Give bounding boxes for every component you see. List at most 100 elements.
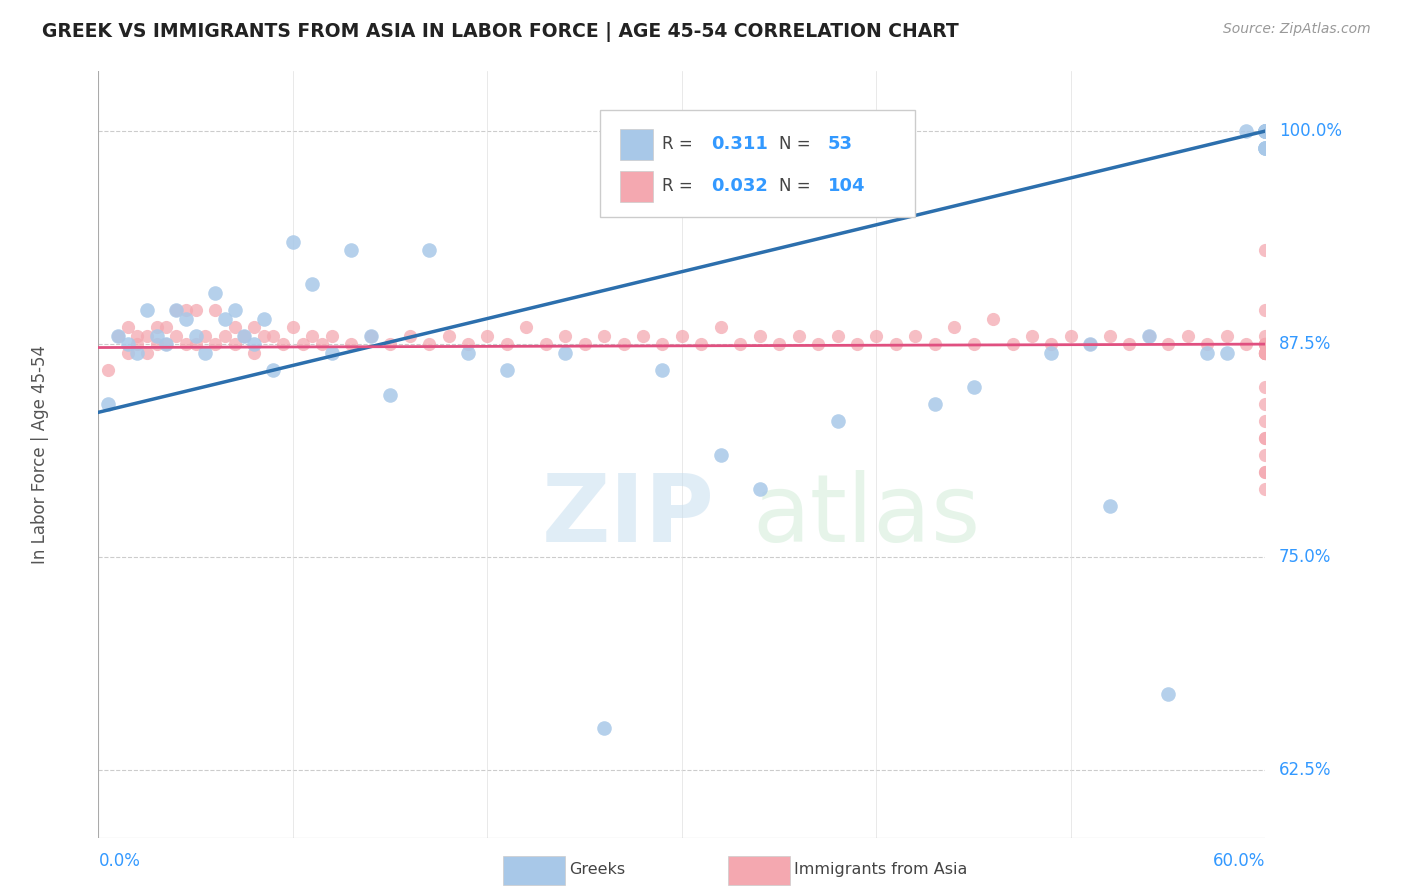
Greeks: [1157, 687, 1180, 701]
Immigrants from Asia: [321, 328, 343, 343]
Immigrants from Asia: [1254, 244, 1277, 258]
Immigrants from Asia: [165, 328, 187, 343]
Text: Source: ZipAtlas.com: Source: ZipAtlas.com: [1223, 22, 1371, 37]
Immigrants from Asia: [1254, 337, 1277, 351]
Text: R =: R =: [662, 178, 697, 195]
Immigrants from Asia: [165, 303, 187, 318]
Greeks: [748, 482, 770, 496]
Greeks: [1254, 124, 1277, 138]
Greeks: [554, 345, 576, 359]
Text: 104: 104: [828, 178, 865, 195]
Immigrants from Asia: [253, 328, 276, 343]
Immigrants from Asia: [1118, 337, 1140, 351]
Immigrants from Asia: [515, 320, 537, 334]
Greeks: [710, 448, 733, 462]
Immigrants from Asia: [827, 328, 849, 343]
Greeks: [155, 337, 177, 351]
Immigrants from Asia: [224, 337, 246, 351]
Greeks: [1195, 345, 1218, 359]
Immigrants from Asia: [1254, 414, 1277, 428]
Text: 87.5%: 87.5%: [1279, 335, 1331, 353]
Greeks: [233, 328, 256, 343]
Greeks: [136, 303, 159, 318]
Greeks: [1080, 337, 1102, 351]
Greeks: [827, 414, 849, 428]
Immigrants from Asia: [1157, 337, 1180, 351]
Immigrants from Asia: [1098, 328, 1121, 343]
Greeks: [1254, 141, 1277, 155]
Immigrants from Asia: [1254, 328, 1277, 343]
Immigrants from Asia: [730, 337, 752, 351]
Immigrants from Asia: [204, 337, 226, 351]
Immigrants from Asia: [1254, 482, 1277, 496]
Immigrants from Asia: [748, 328, 770, 343]
Immigrants from Asia: [1254, 303, 1277, 318]
Immigrants from Asia: [184, 303, 207, 318]
Immigrants from Asia: [904, 328, 927, 343]
Greeks: [97, 397, 120, 411]
Text: 75.0%: 75.0%: [1279, 549, 1331, 566]
Immigrants from Asia: [311, 337, 333, 351]
Text: N =: N =: [779, 178, 815, 195]
Immigrants from Asia: [174, 337, 197, 351]
Immigrants from Asia: [214, 328, 236, 343]
Immigrants from Asia: [1177, 328, 1199, 343]
Greeks: [1254, 141, 1277, 155]
Greeks: [107, 328, 129, 343]
Immigrants from Asia: [418, 337, 440, 351]
Immigrants from Asia: [846, 337, 869, 351]
Immigrants from Asia: [768, 337, 790, 351]
Greeks: [1254, 124, 1277, 138]
Greeks: [1234, 124, 1257, 138]
Text: R =: R =: [662, 136, 697, 153]
Greeks: [301, 277, 323, 292]
Immigrants from Asia: [243, 345, 266, 359]
Text: In Labor Force | Age 45-54: In Labor Force | Age 45-54: [31, 345, 49, 565]
Immigrants from Asia: [233, 328, 256, 343]
Immigrants from Asia: [496, 337, 519, 351]
Immigrants from Asia: [1254, 337, 1277, 351]
Immigrants from Asia: [787, 328, 810, 343]
Immigrants from Asia: [301, 328, 323, 343]
Greeks: [1040, 345, 1063, 359]
Greeks: [593, 721, 616, 735]
Greeks: [117, 337, 139, 351]
Immigrants from Asia: [204, 303, 226, 318]
Immigrants from Asia: [865, 328, 887, 343]
Greeks: [1098, 499, 1121, 513]
Immigrants from Asia: [262, 328, 284, 343]
Immigrants from Asia: [710, 320, 733, 334]
Immigrants from Asia: [155, 337, 177, 351]
Immigrants from Asia: [174, 303, 197, 318]
Immigrants from Asia: [1040, 337, 1063, 351]
Immigrants from Asia: [690, 337, 713, 351]
Immigrants from Asia: [1254, 345, 1277, 359]
Text: GREEK VS IMMIGRANTS FROM ASIA IN LABOR FORCE | AGE 45-54 CORRELATION CHART: GREEK VS IMMIGRANTS FROM ASIA IN LABOR F…: [42, 22, 959, 42]
Greeks: [1254, 124, 1277, 138]
Immigrants from Asia: [1021, 328, 1043, 343]
Text: Immigrants from Asia: Immigrants from Asia: [794, 863, 967, 877]
Immigrants from Asia: [107, 328, 129, 343]
Greeks: [165, 303, 187, 318]
Immigrants from Asia: [271, 337, 294, 351]
Greeks: [214, 311, 236, 326]
Immigrants from Asia: [1254, 345, 1277, 359]
Greeks: [962, 380, 984, 394]
Greeks: [1254, 124, 1277, 138]
Text: 62.5%: 62.5%: [1279, 761, 1331, 780]
Text: 0.032: 0.032: [711, 178, 768, 195]
Immigrants from Asia: [924, 337, 946, 351]
Immigrants from Asia: [1254, 465, 1277, 479]
Greeks: [360, 328, 382, 343]
Greeks: [1254, 124, 1277, 138]
Immigrants from Asia: [1254, 345, 1277, 359]
Greeks: [1254, 124, 1277, 138]
Immigrants from Asia: [1234, 337, 1257, 351]
Immigrants from Asia: [1254, 448, 1277, 462]
Immigrants from Asia: [1254, 337, 1277, 351]
Immigrants from Asia: [340, 337, 363, 351]
Immigrants from Asia: [281, 320, 304, 334]
Greeks: [184, 328, 207, 343]
Greeks: [1215, 345, 1237, 359]
Immigrants from Asia: [127, 328, 149, 343]
